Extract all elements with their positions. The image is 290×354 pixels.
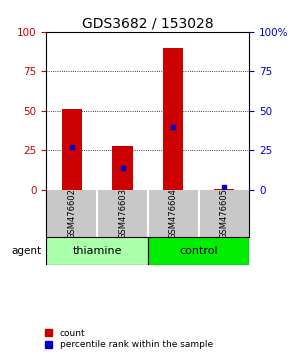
Text: agent: agent xyxy=(11,246,41,256)
Text: control: control xyxy=(179,246,218,256)
Bar xyxy=(148,237,249,266)
Bar xyxy=(46,237,148,266)
Title: GDS3682 / 153028: GDS3682 / 153028 xyxy=(82,17,214,31)
Bar xyxy=(62,109,82,190)
Bar xyxy=(113,145,133,190)
Text: GSM476603: GSM476603 xyxy=(118,188,127,239)
Text: GSM476604: GSM476604 xyxy=(169,188,178,239)
Legend: count, percentile rank within the sample: count, percentile rank within the sample xyxy=(45,329,213,349)
Bar xyxy=(163,48,184,190)
Bar xyxy=(214,189,234,190)
Text: GSM476602: GSM476602 xyxy=(67,188,76,239)
Text: thiamine: thiamine xyxy=(72,246,122,256)
Text: GSM476605: GSM476605 xyxy=(220,188,229,239)
